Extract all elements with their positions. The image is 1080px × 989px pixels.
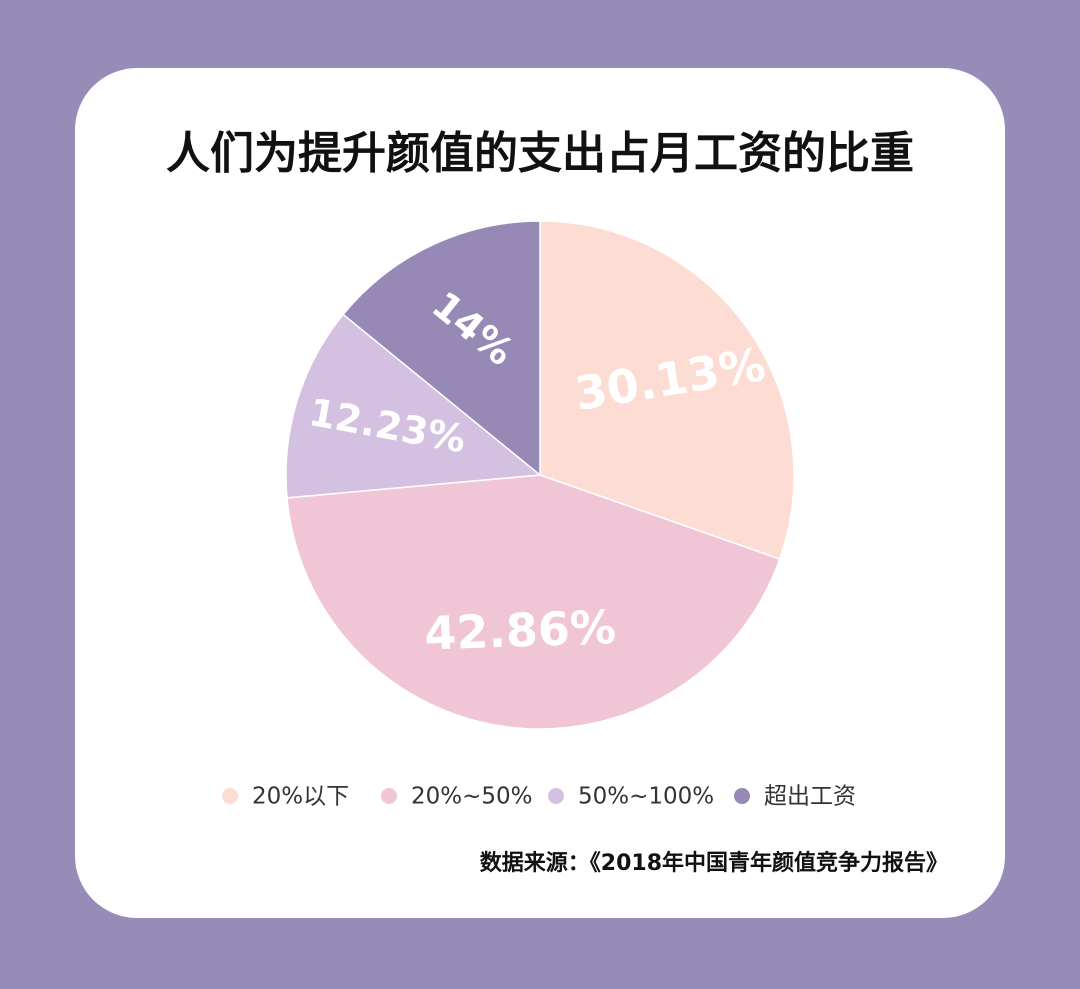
legend-marker (734, 788, 750, 804)
legend-marker (222, 788, 238, 804)
pie-slice (285, 313, 542, 499)
legend-label: 20%以下 (252, 784, 349, 810)
legend-marker (381, 788, 397, 804)
legend-label: 超出工资 (764, 784, 856, 810)
pie-slice (286, 474, 781, 730)
slice-label: 42.86% (423, 600, 616, 661)
legend-label: 50%~100% (578, 784, 714, 810)
legend-label: 20%~50% (411, 784, 533, 810)
chart-title: 人们为提升颜值的支出占月工资的比重 (166, 128, 914, 179)
pie-slice (539, 220, 795, 560)
legend-marker (548, 788, 564, 804)
pie-slice (342, 220, 541, 477)
source-note: 数据来源：《2018年中国青年颜值竞争力报告》 (480, 850, 948, 876)
